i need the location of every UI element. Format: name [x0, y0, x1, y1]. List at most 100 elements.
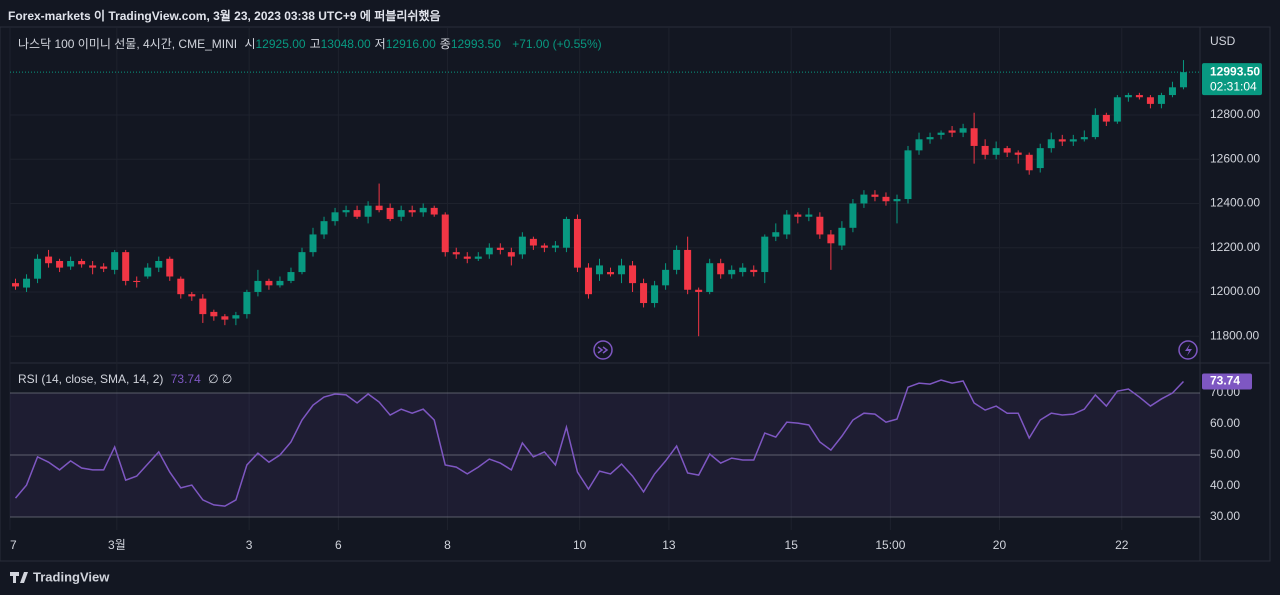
candle-body [221, 316, 229, 320]
x-tick-label: 15 [785, 538, 799, 552]
brand-logo [10, 572, 28, 583]
candle-body [89, 265, 97, 268]
ohlc-value: 12993.50 [450, 37, 501, 51]
candle-body [364, 205, 372, 217]
candle-body [1091, 114, 1099, 138]
rsi-value: 73.74 [170, 372, 201, 386]
ohlc-label: 고 [309, 37, 321, 51]
candle-body [1069, 139, 1077, 142]
candle-body [265, 280, 273, 286]
candle-body [23, 278, 31, 288]
ohlc-value: 13048.00 [320, 37, 371, 51]
candle-body [386, 207, 394, 219]
candle-body [970, 128, 978, 146]
y-tick-label: 12800.00 [1210, 107, 1260, 121]
candle-body [651, 285, 659, 304]
y-tick-label: 12000.00 [1210, 284, 1260, 298]
rsi-line [14, 379, 1185, 507]
candle-body [684, 249, 692, 290]
candle-body [1168, 87, 1176, 96]
candle-body [419, 207, 427, 213]
flash-icon[interactable] [1178, 340, 1198, 360]
candle-body [397, 210, 405, 217]
candle-body [573, 218, 581, 268]
y-tick-label: 11800.00 [1210, 328, 1259, 342]
candle-body [948, 130, 956, 133]
candle-body [507, 252, 515, 257]
candle-body [882, 196, 890, 202]
x-tick-label: 7 [10, 538, 17, 552]
ohlc: 시12925.00 고13048.00 저12916.00 종12993.50 [244, 37, 504, 51]
publisher: Forex-markets 이 TradingView.com, 3월 23, … [8, 9, 441, 23]
candle-body [816, 216, 824, 235]
rsi-tick-label: 30.00 [1210, 509, 1240, 523]
rsi-value-box [1202, 373, 1252, 390]
candle-body [166, 258, 174, 277]
candle-body [474, 256, 482, 259]
candle-body [1135, 95, 1143, 98]
candle-body [67, 260, 75, 267]
candle-body [34, 258, 42, 279]
last-price-label: 12993.50 [1210, 64, 1260, 78]
x-tick-label: 3월 [108, 538, 126, 552]
candle-body [959, 128, 967, 133]
rsi-tick-label: 40.00 [1210, 478, 1240, 492]
candle-body [981, 145, 989, 155]
candle-body [1036, 148, 1044, 169]
candle-body [331, 212, 339, 222]
candle-body [1047, 139, 1055, 149]
x-tick-label: 20 [993, 538, 1007, 552]
x-tick-label: 13 [662, 538, 676, 552]
candle-body [1080, 137, 1088, 140]
candle-body [56, 260, 64, 268]
candle-body [673, 249, 681, 270]
candle-body [904, 150, 912, 200]
candle-body [1113, 97, 1121, 122]
rsi-extra: ∅ ∅ [208, 372, 233, 386]
candle-body [122, 252, 130, 281]
candle-body [133, 280, 141, 283]
candle-body [78, 260, 86, 265]
candle-body [485, 247, 493, 255]
rsi-tick-label: 50.00 [1210, 447, 1240, 461]
candle-body [595, 265, 603, 275]
candle-body [188, 294, 196, 297]
candle-body [12, 283, 20, 287]
candle-body [452, 252, 460, 255]
candle-body [750, 269, 758, 273]
candle-body [309, 234, 317, 253]
y-tick-label: 12200.00 [1210, 240, 1260, 254]
candle-body [408, 210, 416, 213]
candle-body [926, 137, 934, 140]
candle-body [45, 256, 53, 264]
candle-body [915, 139, 923, 151]
countdown: 02:31:04 [1210, 79, 1257, 93]
candle-body [584, 267, 592, 295]
candle-body [1179, 72, 1187, 88]
candle-body [629, 265, 637, 284]
candle-body [111, 252, 119, 270]
candle-body [540, 245, 548, 248]
rsi-title: RSI (14, close, SMA, 14, 2) [18, 372, 164, 386]
currency: USD [1210, 34, 1236, 48]
candle-body [871, 194, 879, 197]
replay-icon[interactable] [593, 340, 613, 360]
candle-body [1124, 95, 1132, 98]
candle-body [287, 272, 295, 281]
candle-body [276, 280, 284, 286]
candle-body [992, 148, 1000, 155]
candle-body [100, 266, 108, 269]
candle-body [430, 207, 438, 215]
candle-body [607, 272, 615, 275]
candle-body [937, 132, 945, 135]
x-tick-label: 15:00 [875, 538, 905, 552]
candle-body [1003, 148, 1011, 153]
candle-body [860, 194, 868, 204]
x-tick-label: 10 [573, 538, 587, 552]
candle-body [342, 210, 350, 213]
candle-body [320, 221, 328, 235]
x-tick-label: 3 [246, 538, 253, 552]
candle-body [838, 227, 846, 246]
